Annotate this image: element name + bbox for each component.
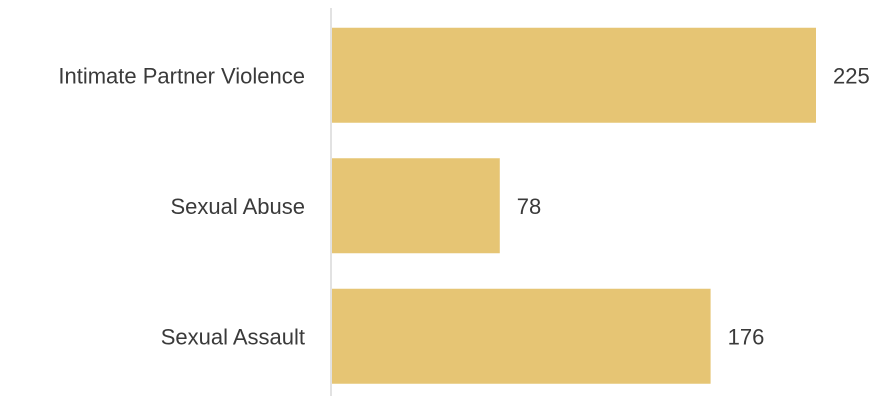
bar bbox=[332, 158, 500, 254]
bar bbox=[332, 27, 816, 123]
data-label: 176 bbox=[728, 324, 765, 349]
bar bbox=[332, 288, 711, 384]
data-label: 78 bbox=[517, 194, 541, 219]
category-tick-label: Intimate Partner Violence bbox=[58, 63, 305, 88]
data-label: 225 bbox=[833, 63, 870, 88]
category-tick-label: Sexual Abuse bbox=[170, 194, 305, 219]
category-tick-label: Sexual Assault bbox=[161, 324, 305, 349]
